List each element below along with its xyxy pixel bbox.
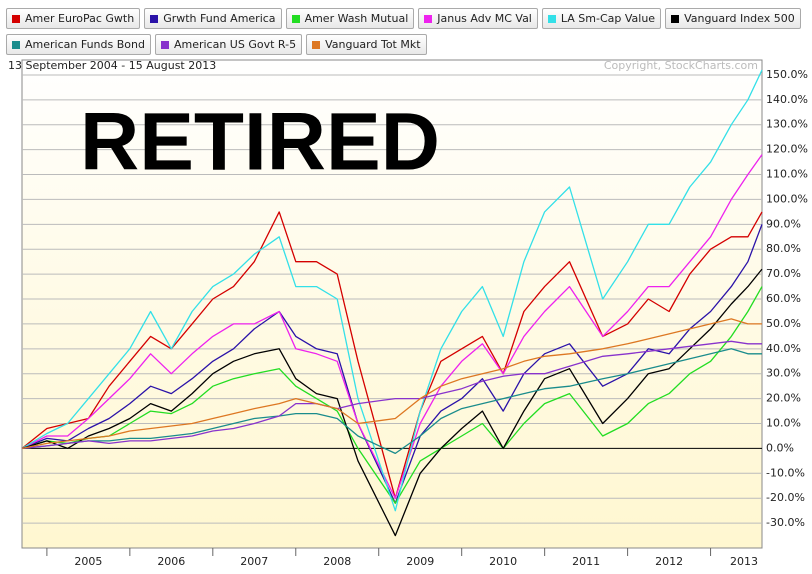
legend-item[interactable]: Amer Wash Mutual [285, 8, 415, 29]
series-line [21, 268, 763, 537]
legend-item[interactable]: LA Sm-Cap Value [541, 8, 662, 29]
x-tick-label: 2006 [157, 555, 185, 568]
x-tick-label: 2009 [406, 555, 434, 568]
legend-swatch [547, 14, 556, 23]
series-line [21, 154, 763, 499]
x-tick-label: 2007 [240, 555, 268, 568]
x-tick-label: 2005 [74, 555, 102, 568]
legend-label: Janus Adv MC Val [437, 12, 532, 25]
legend-item[interactable]: American US Govt R-5 [154, 34, 303, 55]
legend-swatch [12, 40, 20, 49]
series-line [21, 69, 763, 512]
legend-label: Vanguard Index 500 [684, 12, 795, 25]
y-tick-label: 120.0% [766, 143, 808, 156]
legend-item[interactable]: Amer EuroPac Gwth [6, 8, 141, 29]
series-line [21, 340, 762, 450]
series-line [21, 348, 762, 455]
legend-swatch [424, 14, 433, 23]
y-tick-label: 100.0% [766, 192, 808, 205]
legend: Amer EuroPac Gwth Grwth Fund America Amer … [6, 8, 806, 55]
y-tick-label: 0.0% [766, 441, 794, 454]
y-tick-label: -10.0% [766, 466, 805, 479]
legend-swatch [291, 14, 300, 23]
legend-item[interactable]: Vanguard Tot Mkt [306, 34, 427, 55]
legend-label: Amer Wash Mutual [304, 12, 409, 25]
legend-label: American Funds Bond [25, 38, 145, 51]
y-tick-label: -30.0% [766, 516, 805, 529]
y-tick-label: 80.0% [766, 242, 801, 255]
plot-area [21, 59, 763, 549]
legend-label: LA Sm-Cap Value [560, 12, 656, 25]
y-tick-label: 50.0% [766, 317, 801, 330]
legend-label: American US Govt R-5 [173, 38, 297, 51]
x-tick-label: 2012 [655, 555, 683, 568]
x-tick-label: 2010 [489, 555, 517, 568]
legend-label: Vanguard Tot Mkt [325, 38, 421, 51]
y-tick-label: 150.0% [766, 68, 808, 81]
legend-item[interactable]: American Funds Bond [6, 34, 151, 55]
series-line [21, 318, 762, 450]
y-tick-label: 40.0% [766, 342, 801, 355]
legend-item[interactable]: Vanguard Index 500 [665, 8, 801, 29]
copyright: Copyright, StockCharts.com [604, 59, 758, 72]
legend-label: Grwth Fund America [163, 12, 276, 25]
y-tick-label: 20.0% [766, 392, 801, 405]
y-tick-label: 110.0% [766, 168, 808, 181]
legend-swatch [312, 40, 321, 49]
legend-swatch [12, 14, 20, 23]
y-tick-label: 10.0% [766, 417, 801, 430]
y-tick-label: -20.0% [766, 491, 805, 504]
annotation: RETIRED [80, 97, 440, 188]
legend-label: Amer EuroPac Gwth [25, 12, 135, 25]
series-line [21, 286, 763, 504]
x-tick-label: 2011 [572, 555, 600, 568]
y-tick-label: 140.0% [766, 93, 808, 106]
y-tick-label: 70.0% [766, 267, 801, 280]
legend-swatch [671, 14, 680, 23]
legend-item[interactable]: Grwth Fund America [144, 8, 282, 29]
y-tick-label: 130.0% [766, 118, 808, 131]
subtitle: 13 September 2004 - 15 August 2013 [8, 59, 216, 72]
x-tick-label: 2008 [323, 555, 351, 568]
legend-swatch [150, 14, 159, 23]
legend-swatch [160, 40, 169, 49]
y-tick-label: 60.0% [766, 292, 801, 305]
y-tick-label: 30.0% [766, 367, 801, 380]
x-tick-label: 2013 [730, 555, 758, 568]
legend-item[interactable]: Janus Adv MC Val [418, 8, 538, 29]
y-tick-label: 90.0% [766, 217, 801, 230]
